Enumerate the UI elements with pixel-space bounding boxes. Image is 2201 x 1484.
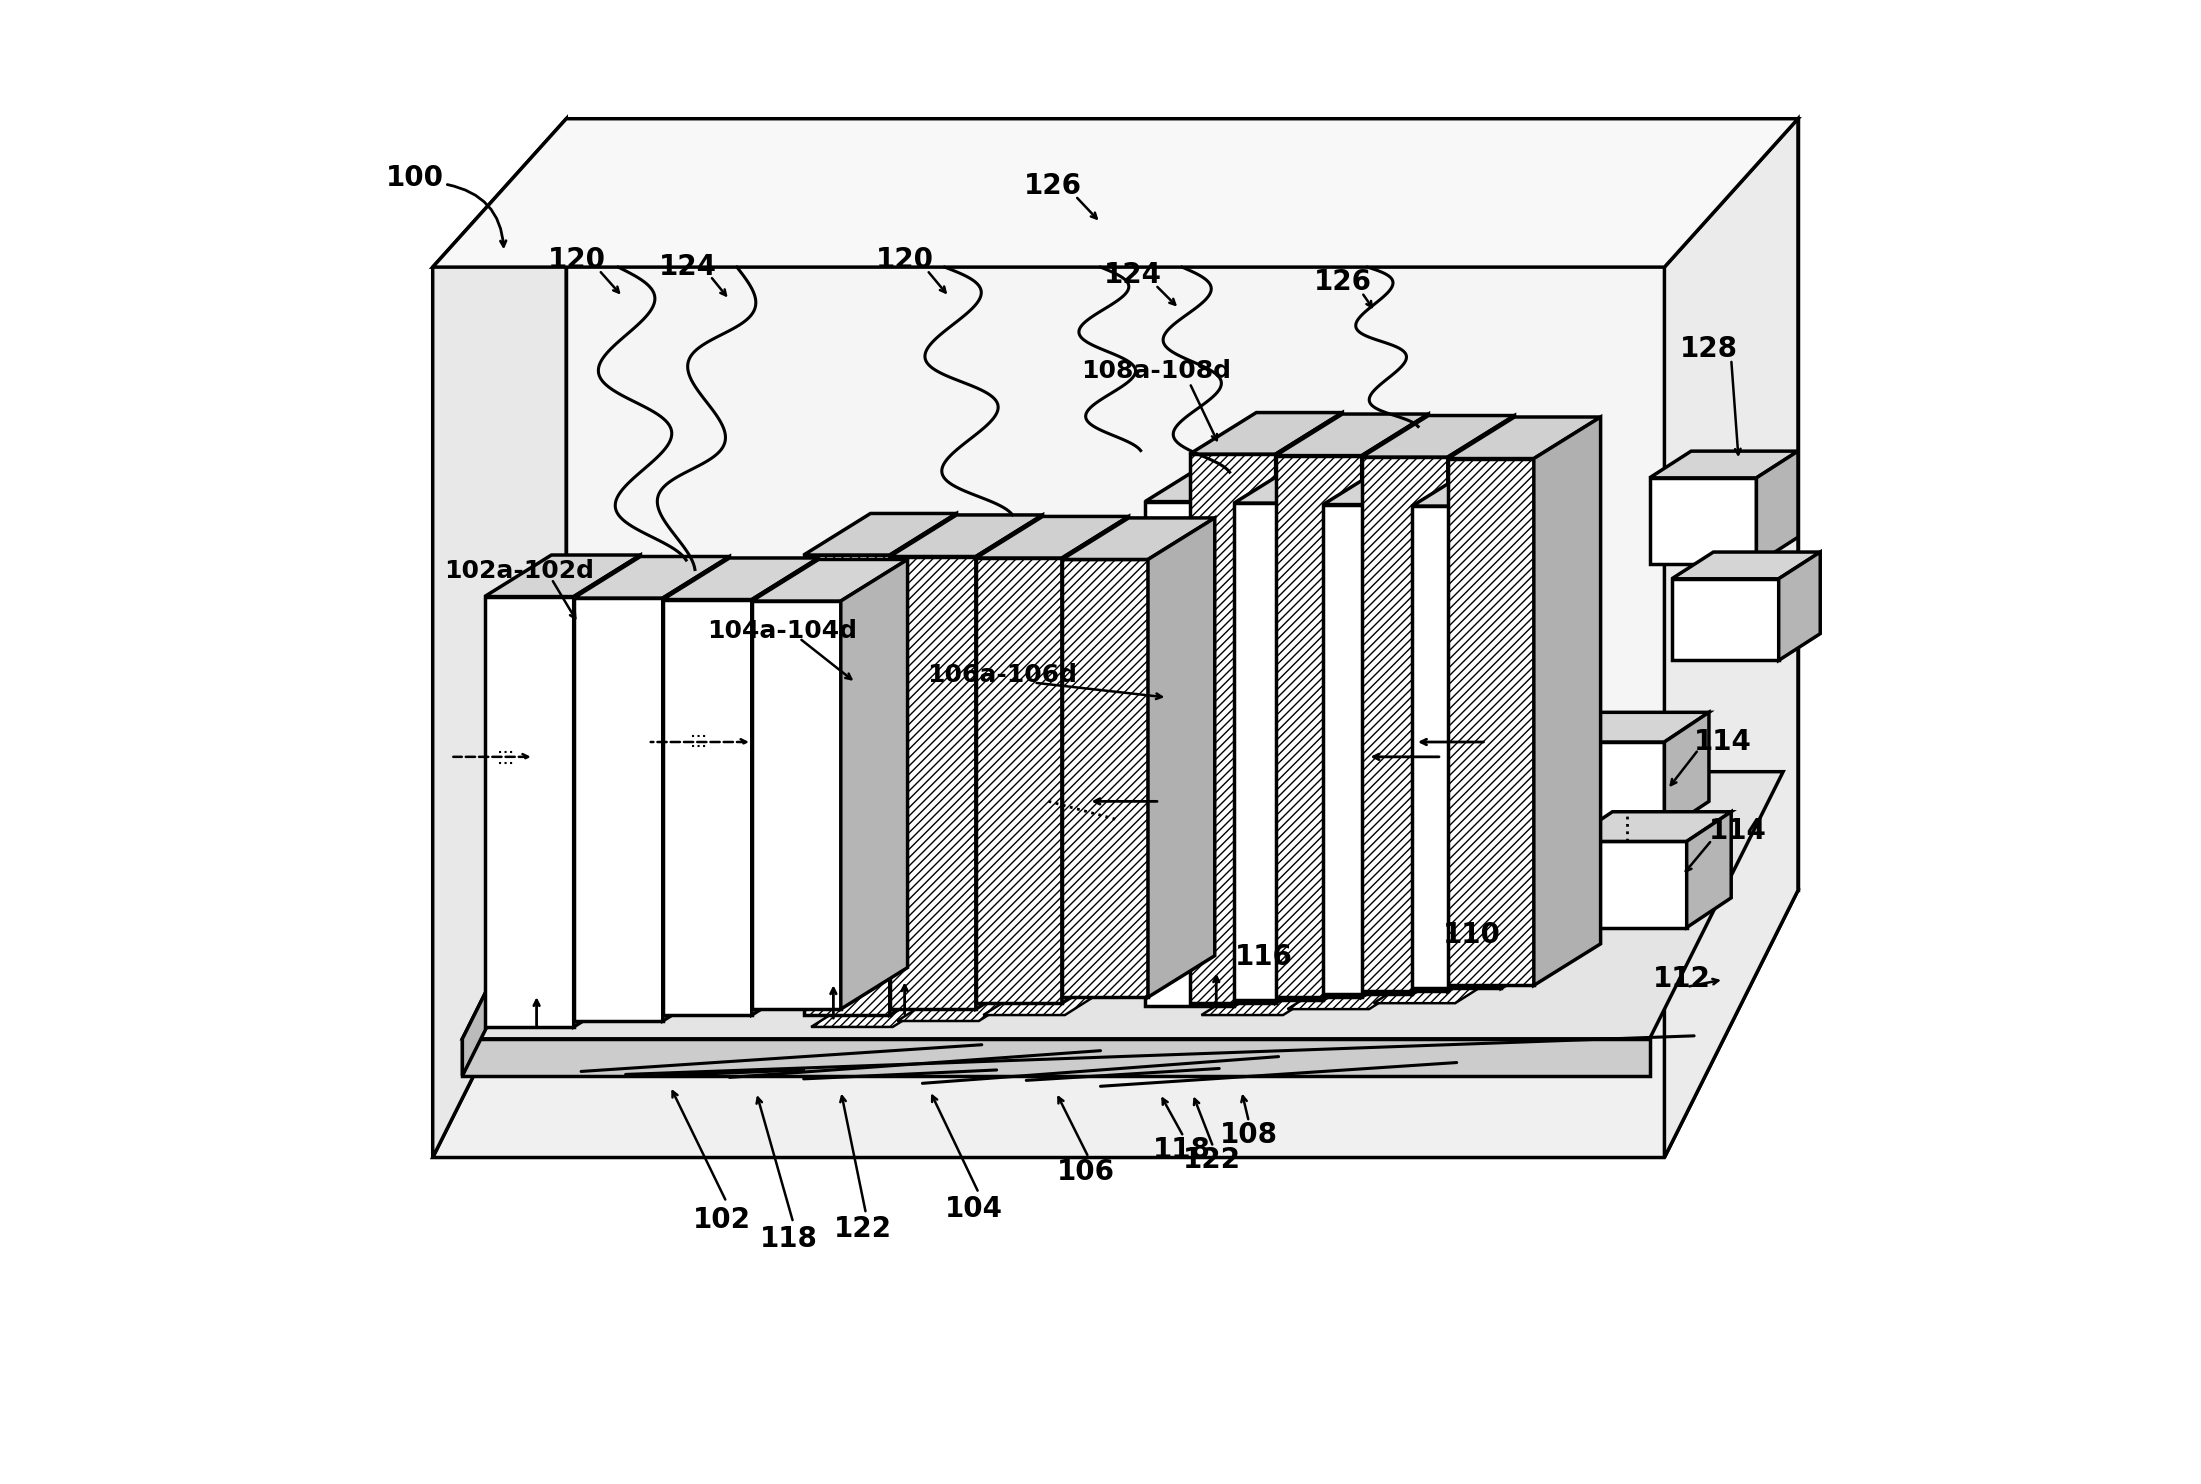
Polygon shape <box>1545 712 1708 742</box>
Polygon shape <box>984 979 1120 1015</box>
Text: 102: 102 <box>693 1206 751 1233</box>
Text: 114: 114 <box>1708 818 1767 844</box>
Polygon shape <box>484 597 574 1027</box>
Polygon shape <box>1373 968 1512 1003</box>
Text: 100: 100 <box>385 165 445 191</box>
Polygon shape <box>566 119 1798 890</box>
Polygon shape <box>753 601 841 1009</box>
Polygon shape <box>889 556 975 1009</box>
Polygon shape <box>1061 516 1129 1003</box>
Polygon shape <box>1061 518 1215 559</box>
Text: 120: 120 <box>876 246 933 273</box>
Text: 120: 120 <box>548 246 605 273</box>
Polygon shape <box>1545 742 1664 831</box>
Polygon shape <box>462 1039 1649 1076</box>
Polygon shape <box>1288 974 1426 1009</box>
Text: 106: 106 <box>1056 1159 1114 1186</box>
Polygon shape <box>975 558 1061 1003</box>
Text: 118: 118 <box>1153 1137 1211 1163</box>
Polygon shape <box>574 556 729 598</box>
Text: 106a-106d: 106a-106d <box>927 663 1076 687</box>
Text: 122: 122 <box>834 1215 891 1242</box>
Polygon shape <box>1534 417 1600 985</box>
Text: 112: 112 <box>1653 966 1710 993</box>
Polygon shape <box>1567 841 1686 928</box>
Polygon shape <box>1362 416 1514 457</box>
Polygon shape <box>1277 413 1343 1003</box>
Polygon shape <box>1189 413 1343 454</box>
Polygon shape <box>889 513 957 1015</box>
Polygon shape <box>753 559 907 601</box>
Text: 102a-102d: 102a-102d <box>445 559 594 583</box>
Polygon shape <box>1448 459 1534 985</box>
Polygon shape <box>1277 414 1428 456</box>
Polygon shape <box>1567 812 1732 841</box>
Polygon shape <box>574 555 640 1027</box>
Polygon shape <box>1413 463 1479 994</box>
Polygon shape <box>1649 478 1756 564</box>
Polygon shape <box>1235 460 1301 1006</box>
Polygon shape <box>753 558 819 1015</box>
Polygon shape <box>1235 503 1323 1000</box>
Polygon shape <box>898 985 1034 1021</box>
Polygon shape <box>1448 416 1514 991</box>
Polygon shape <box>1673 552 1820 579</box>
Polygon shape <box>1323 463 1479 505</box>
Polygon shape <box>1149 518 1215 997</box>
Polygon shape <box>1277 456 1362 997</box>
Polygon shape <box>1413 464 1567 506</box>
Polygon shape <box>1686 812 1732 928</box>
Polygon shape <box>663 558 819 600</box>
Polygon shape <box>1664 712 1708 831</box>
Text: 128: 128 <box>1679 335 1739 362</box>
Polygon shape <box>812 991 949 1027</box>
Polygon shape <box>1145 502 1235 1006</box>
Polygon shape <box>975 515 1043 1009</box>
Polygon shape <box>574 598 663 1021</box>
Text: 122: 122 <box>1182 1147 1241 1174</box>
Text: 108: 108 <box>1219 1122 1279 1149</box>
Text: 110: 110 <box>1442 922 1501 948</box>
Polygon shape <box>1323 462 1389 1000</box>
Polygon shape <box>975 516 1129 558</box>
Polygon shape <box>1362 414 1428 997</box>
Polygon shape <box>462 772 1783 1039</box>
Polygon shape <box>462 772 596 1076</box>
Text: 114: 114 <box>1695 729 1752 755</box>
Polygon shape <box>1413 506 1501 988</box>
Polygon shape <box>1756 451 1798 564</box>
Polygon shape <box>484 555 640 597</box>
Polygon shape <box>1145 460 1301 502</box>
Polygon shape <box>1501 464 1567 988</box>
Text: 124: 124 <box>1105 261 1162 288</box>
Text: 108a-108d: 108a-108d <box>1081 359 1230 383</box>
Polygon shape <box>434 119 566 1158</box>
Text: 126: 126 <box>1314 269 1371 295</box>
Polygon shape <box>1649 451 1798 478</box>
Polygon shape <box>434 119 1798 267</box>
Polygon shape <box>889 515 1043 556</box>
Text: 124: 124 <box>658 254 718 280</box>
Polygon shape <box>1189 454 1277 1003</box>
Text: 104: 104 <box>946 1196 1004 1223</box>
Polygon shape <box>1778 552 1820 660</box>
Polygon shape <box>841 559 907 1009</box>
Polygon shape <box>1235 462 1389 503</box>
Polygon shape <box>1673 579 1778 660</box>
Text: 104a-104d: 104a-104d <box>707 619 856 643</box>
Polygon shape <box>803 513 957 555</box>
Polygon shape <box>803 555 889 1015</box>
Polygon shape <box>1202 979 1340 1015</box>
Polygon shape <box>1362 457 1448 991</box>
Text: 126: 126 <box>1023 172 1083 199</box>
Polygon shape <box>434 890 1798 1158</box>
Polygon shape <box>663 600 753 1015</box>
Polygon shape <box>1323 505 1413 994</box>
Polygon shape <box>1664 119 1798 1158</box>
Polygon shape <box>663 556 729 1021</box>
Polygon shape <box>1448 417 1600 459</box>
Text: 118: 118 <box>759 1226 819 1252</box>
Polygon shape <box>1061 559 1149 997</box>
Text: 116: 116 <box>1235 944 1292 971</box>
